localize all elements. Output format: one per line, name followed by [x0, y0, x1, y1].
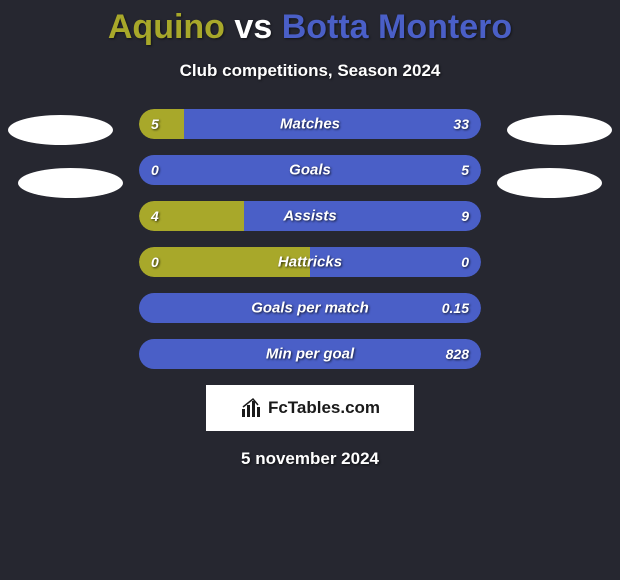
stat-value-left: 0	[151, 254, 159, 270]
stat-value-left: 4	[151, 208, 159, 224]
stats-area: Matches533Goals05Assists49Hattricks00Goa…	[0, 109, 620, 369]
stat-row: Goals per match0.15	[139, 293, 481, 323]
player1-name: Aquino	[108, 8, 225, 46]
stat-label: Goals per match	[139, 300, 481, 317]
stat-label: Hattricks	[139, 254, 481, 271]
stat-value-right: 828	[446, 346, 469, 362]
stat-value-right: 9	[461, 208, 469, 224]
stat-row: Goals0 5	[139, 155, 481, 185]
stat-label: Min per goal	[139, 346, 481, 363]
vs-text: vs	[234, 8, 272, 46]
stat-label: Assists	[139, 208, 481, 225]
stat-value-right: 5	[461, 162, 469, 178]
stat-row: Hattricks0 0	[139, 247, 481, 277]
site-badge: FcTables.com	[206, 385, 414, 431]
subtitle: Club competitions, Season 2024	[0, 61, 620, 81]
stat-value-left: 0	[151, 162, 159, 178]
comparison-title: Aquino vs Botta Montero	[0, 0, 620, 47]
stat-label: Goals	[139, 162, 481, 179]
player1-avatar-top	[8, 115, 113, 145]
stat-bars-container: Matches533Goals05Assists49Hattricks00Goa…	[139, 109, 481, 369]
stat-row: Assists4 9	[139, 201, 481, 231]
stat-value-left: 5	[151, 116, 159, 132]
player2-avatar-top	[507, 115, 612, 145]
stat-label: Matches	[139, 116, 481, 133]
stat-value-right: 33	[453, 116, 469, 132]
player1-avatar-bottom	[18, 168, 123, 198]
site-name: FcTables.com	[268, 398, 380, 418]
chart-icon	[240, 397, 262, 419]
player2-name: Botta Montero	[282, 8, 512, 46]
stat-value-right: 0.15	[442, 300, 469, 316]
stat-row: Matches5 33	[139, 109, 481, 139]
stat-row: Min per goal828	[139, 339, 481, 369]
stat-value-right: 0	[461, 254, 469, 270]
footer-date: 5 november 2024	[0, 449, 620, 469]
player2-avatar-bottom	[497, 168, 602, 198]
